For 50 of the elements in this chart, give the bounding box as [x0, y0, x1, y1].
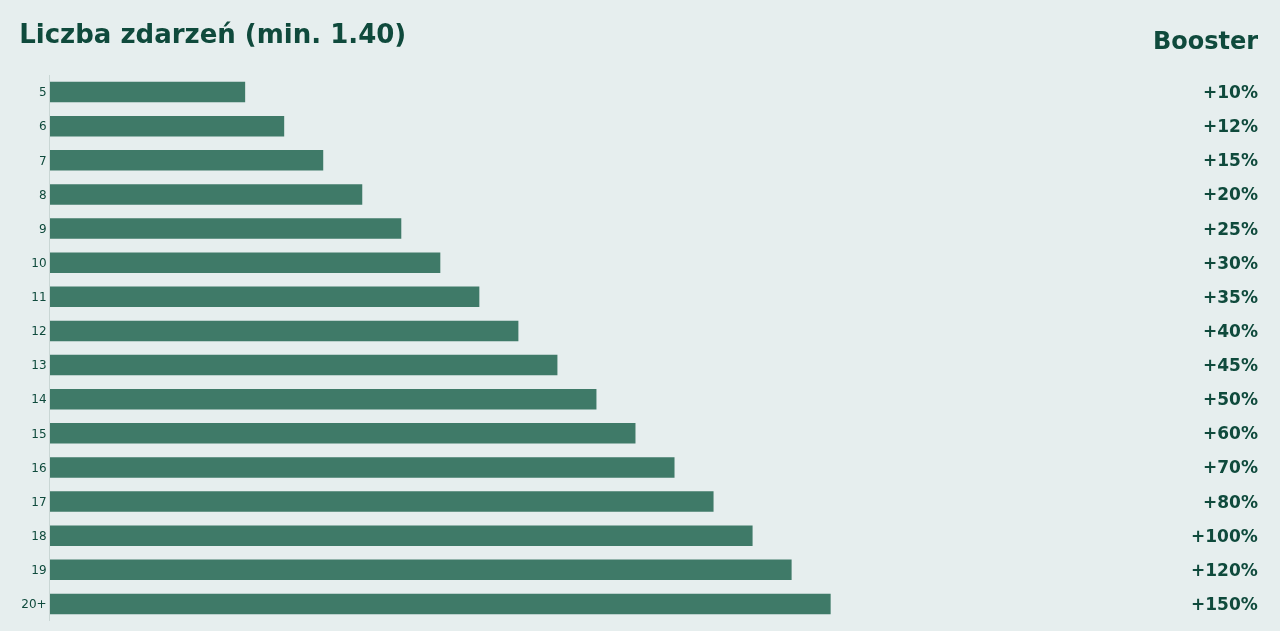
y-tick-label: 11: [31, 290, 47, 305]
text: +100%: [1191, 526, 1258, 546]
bar: [50, 150, 324, 171]
bar: [50, 525, 753, 546]
text: +50%: [1203, 389, 1258, 409]
text: +120%: [1191, 560, 1258, 580]
y-tick-label: 16: [31, 460, 47, 475]
bar: [50, 593, 831, 615]
y-tick-label: 8: [38, 187, 47, 202]
bar: [50, 559, 792, 581]
text: +40%: [1203, 321, 1258, 341]
y-tick-label: 6: [38, 119, 47, 134]
y-tick-label: 9: [38, 221, 47, 236]
y-tick-label: 10: [31, 255, 47, 270]
chart-title: Liczba zdarzeń (min. 1.40): [19, 19, 407, 50]
text: +30%: [1203, 253, 1258, 273]
text: +70%: [1203, 457, 1258, 477]
text: +12%: [1203, 116, 1258, 136]
bar: [50, 252, 441, 273]
text: +45%: [1203, 355, 1258, 375]
y-tick-label: 7: [38, 153, 47, 168]
text: +35%: [1203, 287, 1258, 307]
bar: [50, 115, 285, 137]
y-tick-label: 19: [31, 563, 47, 578]
text: +25%: [1203, 219, 1258, 239]
y-tick-label: 20+: [21, 597, 47, 612]
text: +60%: [1203, 423, 1258, 443]
bar: [50, 184, 363, 205]
text: +150%: [1191, 594, 1258, 614]
bar: [50, 491, 714, 512]
bar: [50, 286, 480, 308]
bar: [50, 218, 402, 239]
y-tick-label: 14: [31, 392, 47, 407]
y-tick-label: 5: [38, 85, 47, 100]
text: +80%: [1203, 492, 1258, 512]
y-tick-label: 17: [31, 494, 47, 509]
y-tick-label: 18: [31, 528, 47, 543]
text: +15%: [1203, 150, 1258, 170]
bar: [50, 388, 597, 410]
bar: [50, 81, 246, 103]
bar: [50, 354, 558, 376]
bar: [50, 320, 519, 342]
y-tick-label: 15: [31, 426, 47, 441]
y-tick-label: 12: [31, 324, 47, 339]
bar: [50, 423, 636, 444]
text: Booster: [1153, 27, 1259, 55]
y-tick-label: 13: [31, 358, 47, 373]
bar: [50, 457, 675, 478]
text: +20%: [1203, 184, 1258, 204]
text: +10%: [1203, 82, 1258, 102]
